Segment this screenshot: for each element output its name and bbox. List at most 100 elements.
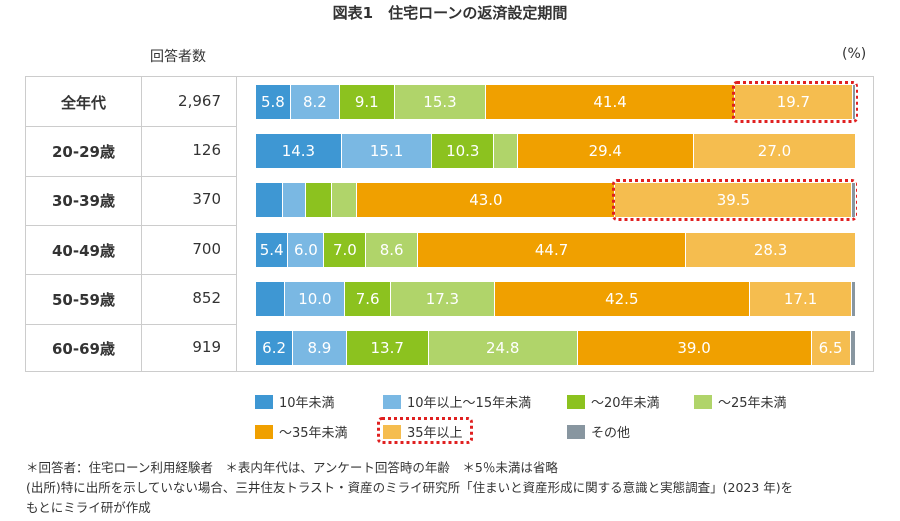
bar-segment <box>256 183 283 218</box>
legend-item: 〜25年未満 <box>694 392 787 411</box>
legend-item: 10年以上〜15年未満 <box>383 392 531 411</box>
category-label: 40-49歳 <box>52 241 115 260</box>
bar-segment: 7.6 <box>345 281 391 316</box>
bar-segment <box>852 183 856 218</box>
source-note: (出所)特に出所を示していない場合、三井住友トラスト・資産のミライ研究所「住まい… <box>26 480 794 495</box>
data-label: 42.5 <box>605 289 639 308</box>
legend-label: 35年以上 <box>407 426 463 441</box>
bar-segment: 17.1 <box>749 281 853 316</box>
divider <box>141 77 142 371</box>
data-label: 7.0 <box>332 240 357 259</box>
unit-label: (%) <box>842 46 867 62</box>
bar-segment: 42.5 <box>494 281 750 316</box>
bar-segment: 10.0 <box>285 281 346 316</box>
bar-segment <box>332 183 358 218</box>
row-divider <box>26 224 236 226</box>
legend-swatch <box>383 424 401 439</box>
data-label: 8.9 <box>307 339 332 358</box>
bar-segment: 8.2 <box>290 84 340 119</box>
data-label: 8.6 <box>379 240 404 259</box>
data-label: 43.0 <box>469 191 503 210</box>
data-label: 27.0 <box>757 141 792 160</box>
chart-title: 図表1 住宅ローンの返済設定期間 <box>332 4 568 22</box>
respondent-count: 126 <box>192 140 221 159</box>
legend-label: 10年未満 <box>279 396 335 411</box>
legend-label: 〜35年未満 <box>279 426 348 441</box>
respondents-header: 回答者数 <box>150 49 206 65</box>
legend-item: 10年未満 <box>255 392 335 411</box>
data-label: 28.3 <box>753 240 788 259</box>
data-label: 17.1 <box>783 289 818 308</box>
legend-item: 〜20年未満 <box>567 392 660 411</box>
legend-label: 〜25年未満 <box>718 396 787 411</box>
bar-segment <box>306 183 333 218</box>
bar-segment: 43.0 <box>357 183 616 218</box>
legend-swatch <box>567 394 585 409</box>
row-divider <box>26 323 236 325</box>
data-label: 39.5 <box>716 191 751 210</box>
bar-segment: 9.1 <box>340 84 395 119</box>
row-divider <box>26 274 236 276</box>
respondent-count: 852 <box>192 288 221 307</box>
category-label: 30-39歳 <box>52 192 115 211</box>
category-label: 全年代 <box>60 93 106 112</box>
data-label: 41.4 <box>593 92 627 111</box>
bar-segment <box>850 331 856 366</box>
legend-label: その他 <box>591 426 631 441</box>
bar-segment: 5.8 <box>256 84 291 119</box>
data-label: 10.3 <box>446 141 480 160</box>
legend-label: 〜20年未満 <box>591 396 660 411</box>
respondent-count: 700 <box>192 239 221 258</box>
source-note-cont: もとにミライ研が作成 <box>26 500 151 515</box>
data-label: 9.1 <box>354 92 379 111</box>
divider <box>236 77 237 371</box>
bar-segment: 8.9 <box>293 331 347 366</box>
data-label: 6.0 <box>293 240 318 259</box>
category-label: 50-59歳 <box>52 290 115 309</box>
legend-highlight-outline <box>377 417 473 444</box>
bar-segment: 8.6 <box>366 232 418 267</box>
bar-segment: 28.3 <box>686 232 856 267</box>
row-divider <box>26 175 236 177</box>
legend-swatch <box>567 424 585 439</box>
category-label: 20-29歳 <box>52 142 115 161</box>
data-label: 8.2 <box>302 92 327 111</box>
bar-segment <box>853 84 856 119</box>
data-label: 6.5 <box>818 339 843 358</box>
data-label: 13.7 <box>370 339 404 358</box>
bar-segment <box>256 281 286 316</box>
legend-item: 〜35年未満 <box>255 422 348 441</box>
data-label: 14.3 <box>281 141 316 160</box>
legend-swatch <box>383 394 401 409</box>
bar-segment: 15.3 <box>394 84 487 119</box>
bar-segment: 6.2 <box>256 331 294 366</box>
data-label: 15.3 <box>423 92 457 111</box>
bar-segment <box>283 183 307 218</box>
bar-segment: 14.3 <box>256 133 342 168</box>
data-label: 39.0 <box>677 339 711 358</box>
chart-table: 全年代 2,967 5.8 8.2 9.1 15.3 41.4 19.7 20-29歳 126 14… <box>25 76 874 372</box>
bar-segment: 10.3 <box>432 133 495 168</box>
bar-segment: 27.0 <box>694 133 856 168</box>
legend-item: 35年以上 <box>383 422 463 441</box>
respondent-count: 2,967 <box>178 91 221 110</box>
respondent-count: 370 <box>192 190 221 209</box>
data-label: 29.4 <box>588 141 622 160</box>
legend-swatch <box>694 394 712 409</box>
bar-segment: 41.4 <box>486 84 735 119</box>
legend-item: その他 <box>567 422 630 441</box>
bar-segment: 6.5 <box>811 331 851 366</box>
data-label: 10.0 <box>298 289 332 308</box>
bar-segment: 13.7 <box>346 331 429 366</box>
legend-swatch <box>255 394 273 409</box>
data-label: 6.2 <box>262 339 287 358</box>
bar-segment: 15.1 <box>341 133 433 168</box>
data-label: 24.8 <box>485 339 520 358</box>
bar-segment: 39.0 <box>577 331 812 366</box>
footnote: ＊回答者：住宅ローン利用経験者 ＊表内年代は、アンケート回答時の年齢 ＊5％未満… <box>26 460 558 475</box>
category-label: 60-69歳 <box>52 340 115 359</box>
data-label: 5.8 <box>260 92 285 111</box>
data-label: 19.7 <box>776 92 811 111</box>
data-label: 44.7 <box>534 240 569 259</box>
bar-segment: 7.0 <box>324 232 367 267</box>
